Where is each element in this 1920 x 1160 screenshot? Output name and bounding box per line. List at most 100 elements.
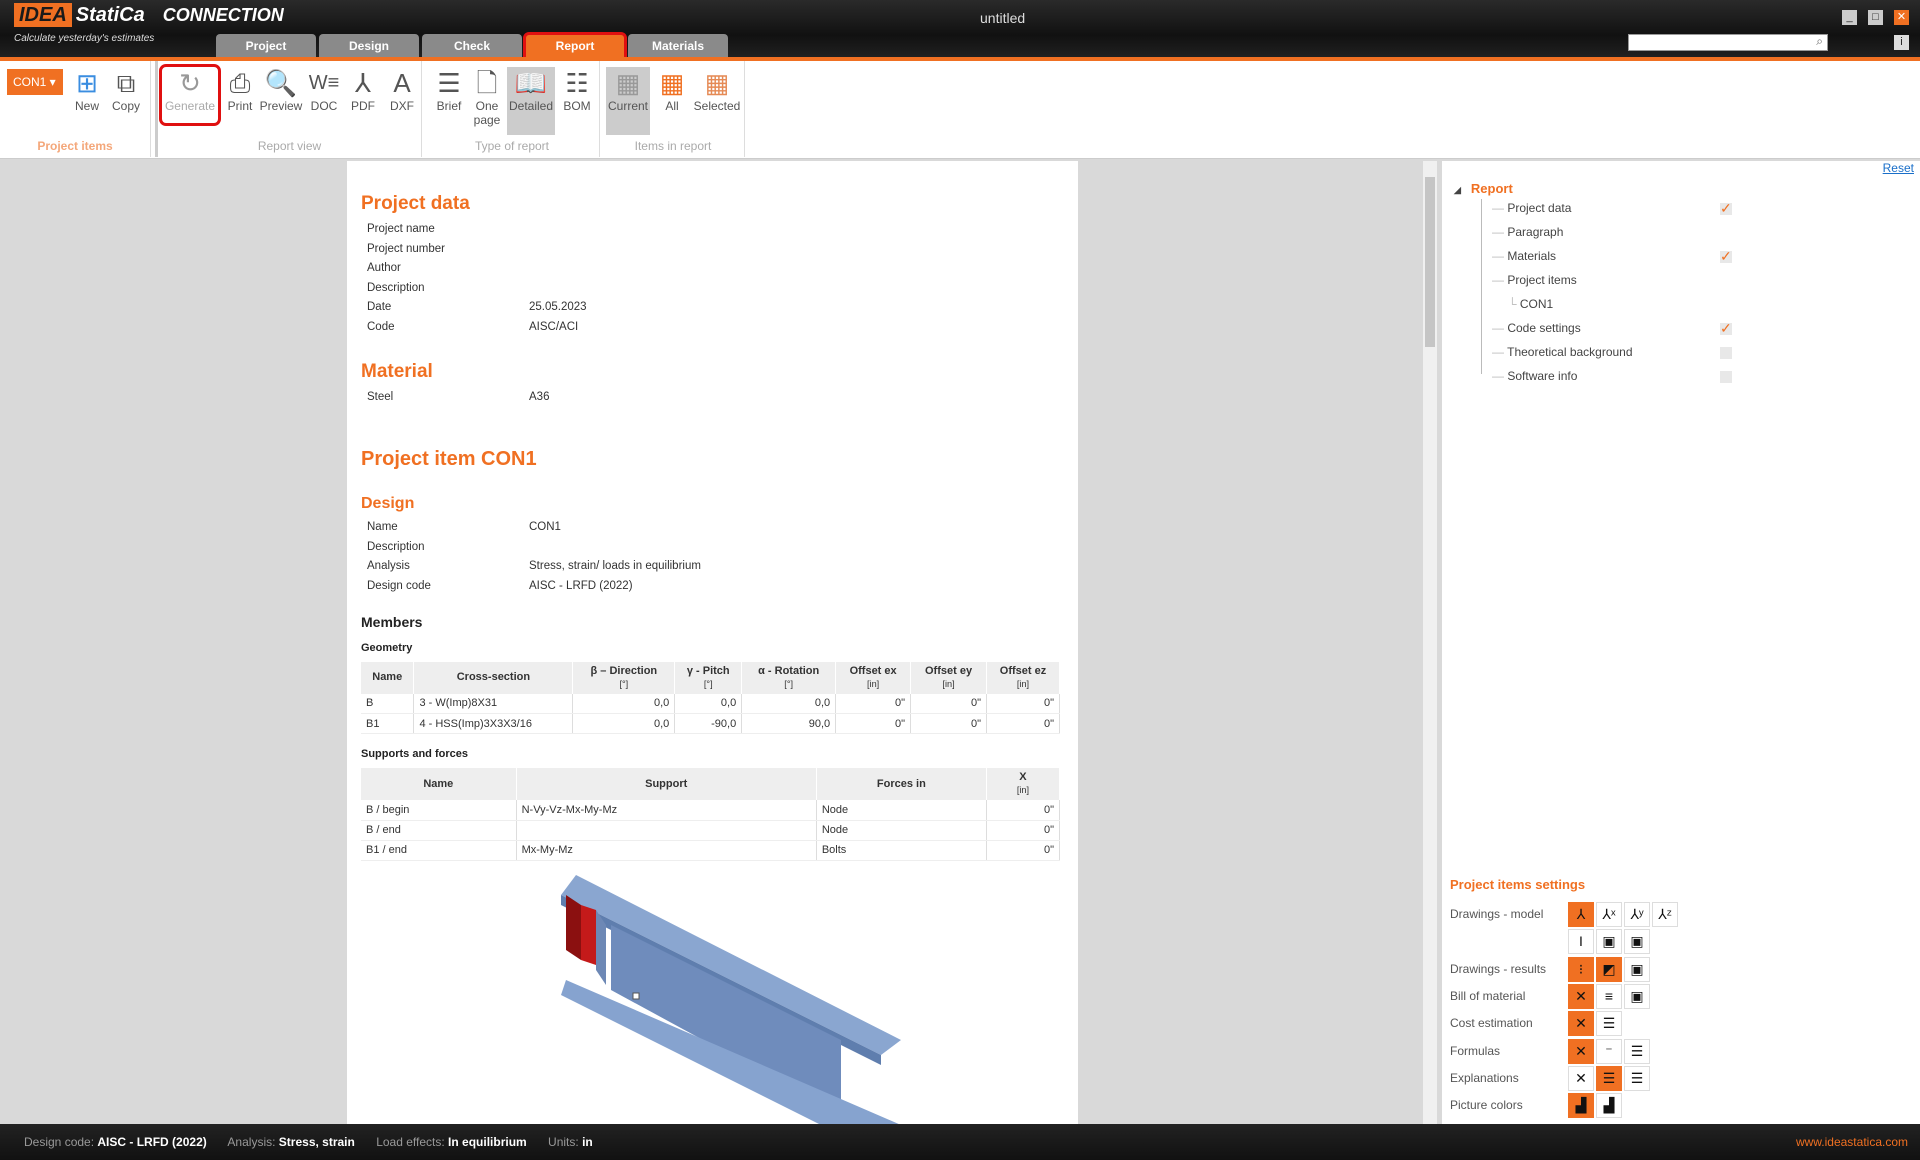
include-checkbox[interactable]: ✓ (1720, 320, 1732, 336)
drawings-model-option-3-icon[interactable]: ⅄ʸ (1624, 902, 1650, 927)
picture-colors-option-2-icon[interactable]: ▟ (1596, 1093, 1622, 1119)
column-header: Cross-section (413, 661, 574, 694)
include-checkbox[interactable]: ✓ (1720, 248, 1732, 264)
grid-selected-icon: ▦ (704, 68, 730, 98)
tree-item[interactable]: — Materials (1492, 249, 1557, 263)
field-row: Description (361, 282, 1064, 302)
include-checkbox[interactable]: ✓ (1720, 200, 1732, 216)
new-button[interactable]: ⊞ New (67, 67, 107, 113)
bill-of-material-option-2-icon[interactable]: ≡ (1596, 983, 1622, 1009)
website-link[interactable]: www.ideastatica.com (1795, 1135, 1908, 1149)
formulas-option-2-icon[interactable]: ⁻ (1596, 1038, 1622, 1064)
tree-item[interactable]: — Code settings (1492, 321, 1581, 335)
preview-button[interactable]: 🔍 Preview (259, 68, 303, 113)
print-button[interactable]: ⎙ Print (220, 67, 260, 113)
main-tabs: Project Design Check Report Materials (216, 32, 728, 60)
drawings-results-option-2-icon[interactable]: ◩ (1596, 956, 1622, 982)
picture-colors-option-1-icon[interactable]: ▟ (1568, 1093, 1594, 1119)
supports-title: Supports and forces (361, 748, 468, 761)
drawings-model-option-1-icon[interactable]: ⅄ (1568, 902, 1594, 927)
field-value: 25.05.2023 (529, 301, 587, 314)
drawings-model-option-1-icon[interactable]: I (1568, 929, 1594, 955)
field-label: Author (367, 262, 401, 275)
scrollbar-thumb[interactable] (1425, 177, 1435, 347)
drawings-model-option-3-icon[interactable]: ▣ (1624, 929, 1650, 955)
close-button[interactable]: ✕ (1894, 10, 1909, 25)
field-row: Project number (361, 243, 1064, 263)
minimize-button[interactable]: _ (1842, 10, 1857, 25)
reset-link[interactable]: Reset (1882, 161, 1914, 175)
supports-table: Name Support Forces in X [in] B / begin N-Vy-V… (361, 768, 1061, 861)
explanations-option-2-icon[interactable]: ☰ (1596, 1065, 1622, 1091)
table-cell: N-Vy-Vz-Mx-My-Mz (516, 800, 817, 821)
document-scrollbar[interactable] (1423, 161, 1437, 1124)
explanations-option-3-icon[interactable]: ☰ (1624, 1065, 1650, 1091)
table-cell: 0,0 (572, 713, 676, 735)
settings-title: Project items settings (1450, 877, 1586, 892)
page-icon: 🗋 (476, 68, 498, 98)
cost-estimation-option-2-icon[interactable]: ☰ (1596, 1011, 1622, 1037)
column-header: β – Direction [°] (572, 661, 676, 694)
one-page-button[interactable]: 🗋 One page (467, 67, 507, 127)
table-row: B / end Node 0" (361, 820, 1061, 841)
project-data-list: Project name Project number Author Descript… (361, 223, 1064, 341)
current-button[interactable]: ▦ Current (606, 67, 650, 135)
field-row: Project name (361, 223, 1064, 243)
table-cell: 0,0 (674, 693, 743, 715)
bill-of-material-option-1-icon[interactable]: ✕ (1568, 983, 1594, 1009)
explanations-option-1-icon[interactable]: ✕ (1568, 1065, 1594, 1091)
setting-label-drawings-model: Drawings - model (1450, 907, 1544, 921)
column-header: Offset ey [in] (910, 661, 987, 694)
field-label: Design code (367, 579, 431, 592)
search-input[interactable]: ⌕ (1628, 34, 1828, 51)
tree-item[interactable]: — Project data (1492, 201, 1572, 215)
selected-button[interactable]: ▦ Selected (693, 68, 741, 113)
drawings-results-option-3-icon[interactable]: ▣ (1624, 956, 1650, 982)
doc-button[interactable]: W≡ DOC (304, 67, 344, 113)
include-checkbox[interactable] (1720, 371, 1732, 383)
dxf-button[interactable]: A DXF (382, 67, 422, 113)
design-list: Name CON1 Description Analysis Stress, strai… (361, 521, 1064, 599)
field-label: Project name (367, 223, 435, 235)
tab-project[interactable]: Project (216, 34, 316, 58)
tree-root-report[interactable]: ◢ Report (1454, 181, 1513, 196)
project-item-selector[interactable]: CON1 ▾ (7, 69, 63, 95)
cost-estimation-option-1-icon[interactable]: ✕ (1568, 1011, 1594, 1037)
table-row: B / begin N-Vy-Vz-Mx-My-Mz Node 0" (361, 800, 1061, 821)
all-button[interactable]: ▦ All (654, 67, 690, 113)
tab-report[interactable]: Report (523, 32, 627, 60)
drawings-model-option-2-icon[interactable]: ⅄ˣ (1596, 902, 1622, 927)
tab-materials[interactable]: Materials (628, 34, 728, 58)
tree-item[interactable]: — Theoretical background (1492, 345, 1633, 359)
drawings-results-option-1-icon[interactable]: ⁝ (1568, 956, 1594, 982)
tree-item[interactable]: └ CON1 (1508, 297, 1554, 311)
formulas-option-3-icon[interactable]: ☰ (1624, 1038, 1650, 1064)
field-row: Analysis Stress, strain/ loads in equilib… (361, 560, 1064, 580)
field-value: Stress, strain/ loads in equilibrium (529, 560, 701, 573)
bom-button[interactable]: ☷ BOM (557, 67, 597, 113)
maximize-button[interactable]: □ (1868, 10, 1883, 25)
tree-item[interactable]: — Paragraph (1492, 225, 1564, 239)
drawings-model-option-2-icon[interactable]: ▣ (1596, 929, 1622, 955)
detailed-button[interactable]: 📖 Detailed (507, 67, 555, 135)
table-cell: B1 (361, 713, 415, 735)
bill-of-material-option-3-icon[interactable]: ▣ (1624, 983, 1650, 1009)
field-label: Description (367, 540, 425, 553)
drawings-model-option-4-icon[interactable]: ⅄ᶻ (1652, 902, 1678, 927)
include-checkbox[interactable] (1720, 347, 1732, 359)
formulas-option-1-icon[interactable]: ✕ (1568, 1038, 1594, 1064)
tree-item[interactable]: — Software info (1492, 369, 1578, 383)
tab-design[interactable]: Design (319, 34, 419, 58)
generate-button[interactable]: ↻ Generate (159, 64, 221, 126)
tab-check[interactable]: Check (422, 34, 522, 58)
collapse-icon[interactable]: ◢ (1454, 185, 1461, 195)
pdf-button[interactable]: ⅄ PDF (343, 67, 383, 113)
brief-button[interactable]: ☰ Brief (429, 67, 469, 113)
copy-button[interactable]: ⧉ Copy (106, 67, 146, 113)
tree-item[interactable]: — Project items (1492, 273, 1577, 287)
dxf-icon: A (393, 68, 411, 98)
table-cell: 0" (835, 693, 912, 715)
info-icon[interactable]: i (1894, 35, 1909, 50)
field-label: Code (367, 320, 395, 333)
field-row: Author (361, 262, 1064, 282)
